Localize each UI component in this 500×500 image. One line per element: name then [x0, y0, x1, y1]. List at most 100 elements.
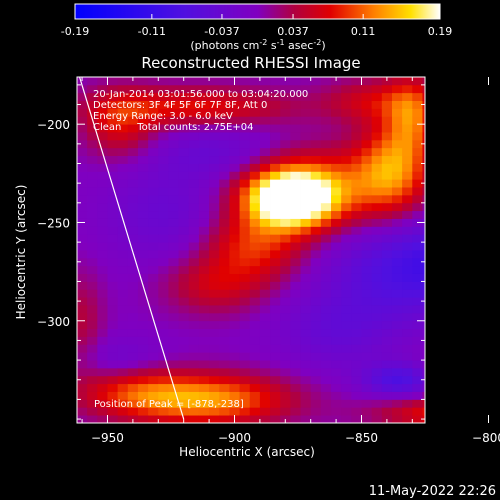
- heatmap-cell: [229, 344, 240, 353]
- heatmap-cell: [158, 116, 169, 125]
- heatmap-cell: [148, 336, 159, 345]
- heatmap-cell: [310, 202, 322, 212]
- heatmap-cell: [87, 194, 98, 204]
- heatmap-cell: [188, 77, 200, 86]
- heatmap-cell: [381, 391, 393, 400]
- heatmap-cell: [412, 312, 423, 322]
- heatmap-cell: [148, 77, 159, 86]
- heatmap-cell: [137, 407, 149, 416]
- heatmap-cell: [97, 187, 108, 196]
- heatmap-cell: [422, 210, 425, 219]
- heatmap-cell: [351, 375, 362, 385]
- heatmap-cell: [219, 367, 230, 377]
- heatmap-cell: [310, 289, 322, 298]
- heatmap-cell: [87, 281, 98, 290]
- heatmap-cell: [331, 407, 342, 416]
- heatmap-cell: [290, 226, 301, 235]
- heatmap-cell: [300, 312, 312, 322]
- heatmap-cell: [77, 147, 88, 157]
- heatmap-cell: [117, 415, 129, 423]
- heatmap-cell: [402, 108, 413, 117]
- heatmap-cell: [422, 124, 425, 133]
- heatmap-cell: [127, 375, 139, 385]
- chart-title: Reconstructed RHESSI Image: [141, 54, 360, 72]
- heatmap-cell: [310, 234, 322, 243]
- heatmap-cell: [239, 360, 251, 369]
- heatmap-cell: [320, 202, 332, 212]
- heatmap-cell: [209, 100, 220, 109]
- heatmap-cell: [270, 289, 281, 298]
- heatmap-cell: [331, 155, 342, 164]
- heatmap-cell: [209, 328, 220, 337]
- heatmap-cell: [229, 234, 240, 243]
- heatmap-cell: [178, 399, 190, 408]
- heatmap-cell: [219, 375, 230, 385]
- heatmap-cell: [310, 273, 322, 282]
- heatmap-cell: [351, 147, 362, 157]
- heatmap-cell: [137, 352, 149, 361]
- heatmap-cell: [270, 344, 281, 353]
- heatmap-cell: [188, 179, 200, 188]
- heatmap-cell: [310, 163, 322, 172]
- heatmap-cell: [229, 383, 240, 392]
- heatmap-cell: [117, 281, 129, 290]
- heatmap-cell: [97, 202, 108, 212]
- heatmap-cell: [249, 100, 261, 109]
- heatmap-cell: [219, 391, 230, 400]
- heatmap-cell: [209, 399, 220, 408]
- heatmap-cell: [77, 320, 88, 330]
- heatmap-cell: [341, 344, 352, 353]
- heatmap-cell: [402, 179, 413, 188]
- heatmap-cell: [178, 124, 190, 133]
- heatmap-cell: [77, 194, 88, 204]
- heatmap-cell: [209, 352, 220, 361]
- heatmap-cell: [137, 218, 149, 227]
- heatmap-cell: [188, 344, 200, 353]
- heatmap-cell: [87, 289, 98, 298]
- heatmap-cell: [412, 194, 423, 204]
- heatmap-cell: [300, 391, 312, 400]
- heatmap-cell: [310, 415, 322, 423]
- heatmap-cell: [158, 250, 169, 259]
- heatmap-cell: [290, 344, 301, 353]
- heatmap-cell: [300, 257, 312, 267]
- heatmap-cell: [320, 305, 332, 314]
- heatmap-cell: [148, 297, 159, 306]
- heatmap-cell: [178, 194, 190, 204]
- heatmap-cell: [351, 242, 362, 251]
- heatmap-cell: [137, 289, 149, 298]
- heatmap-cell: [137, 265, 149, 274]
- heatmap-cell: [229, 187, 240, 196]
- heatmap-cell: [270, 77, 281, 86]
- heatmap-cell: [300, 139, 312, 149]
- heatmap-cell: [127, 344, 139, 353]
- heatmap-cell: [331, 250, 342, 259]
- heatmap-cell: [168, 202, 180, 212]
- heatmap-cell: [422, 312, 425, 322]
- heatmap-cell: [422, 242, 425, 251]
- heatmap-cell: [198, 210, 210, 219]
- heatmap-cell: [87, 383, 98, 392]
- heatmap-cell: [351, 289, 362, 298]
- heatmap-cell: [391, 92, 403, 101]
- heatmap-cell: [381, 147, 393, 157]
- heatmap-cell: [117, 139, 129, 149]
- heatmap-cell: [259, 132, 271, 141]
- heatmap-cell: [361, 100, 373, 109]
- heatmap-cell: [371, 77, 383, 86]
- heatmap-cell: [107, 84, 119, 94]
- heatmap-cell: [219, 187, 230, 196]
- heatmap-cell: [209, 187, 220, 196]
- heatmap-cell: [97, 320, 108, 330]
- heatmap-cell: [402, 92, 413, 101]
- heatmap-cell: [320, 320, 332, 330]
- heatmap-cell: [178, 234, 190, 243]
- heatmap-cell: [300, 352, 312, 361]
- heatmap-cell: [381, 352, 393, 361]
- heatmap-cell: [168, 84, 180, 94]
- heatmap-cell: [259, 344, 271, 353]
- heatmap-cell: [137, 139, 149, 149]
- heatmap-cell: [178, 132, 190, 141]
- heatmap-cell: [300, 289, 312, 298]
- heatmap-cell: [239, 108, 251, 117]
